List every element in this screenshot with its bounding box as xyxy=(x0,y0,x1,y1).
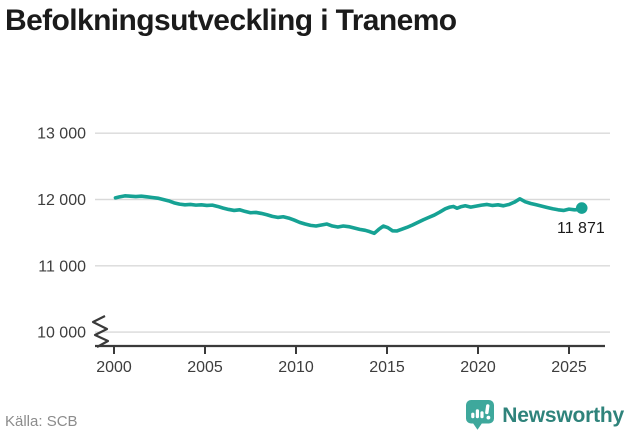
population-line xyxy=(113,194,584,236)
end-point-label: 11 871 xyxy=(557,220,605,237)
x-tick-label: 2005 xyxy=(187,359,223,376)
end-point-dot xyxy=(575,202,588,214)
x-tick-label: 2025 xyxy=(551,359,587,376)
x-tick-label: 2010 xyxy=(278,359,314,376)
x-tick-label: 2015 xyxy=(369,359,405,376)
axis-break-icon xyxy=(91,315,110,348)
source-credit: Källa: SCB xyxy=(5,413,78,430)
y-tick-label: 10 000 xyxy=(37,325,86,342)
y-tick-label: 12 000 xyxy=(37,192,86,209)
newsworthy-logo: Newsworthy xyxy=(465,399,624,432)
y-tick-label: 13 000 xyxy=(37,126,86,143)
y-tick-label: 11 000 xyxy=(38,258,86,275)
x-tick-label: 2020 xyxy=(460,359,496,376)
page-title: Befolkningsutveckling i Tranemo xyxy=(5,4,457,37)
x-tick-label: 2000 xyxy=(96,359,132,376)
newsworthy-chart-bubble-icon xyxy=(466,400,495,430)
newsworthy-wordmark: Newsworthy xyxy=(502,403,624,427)
